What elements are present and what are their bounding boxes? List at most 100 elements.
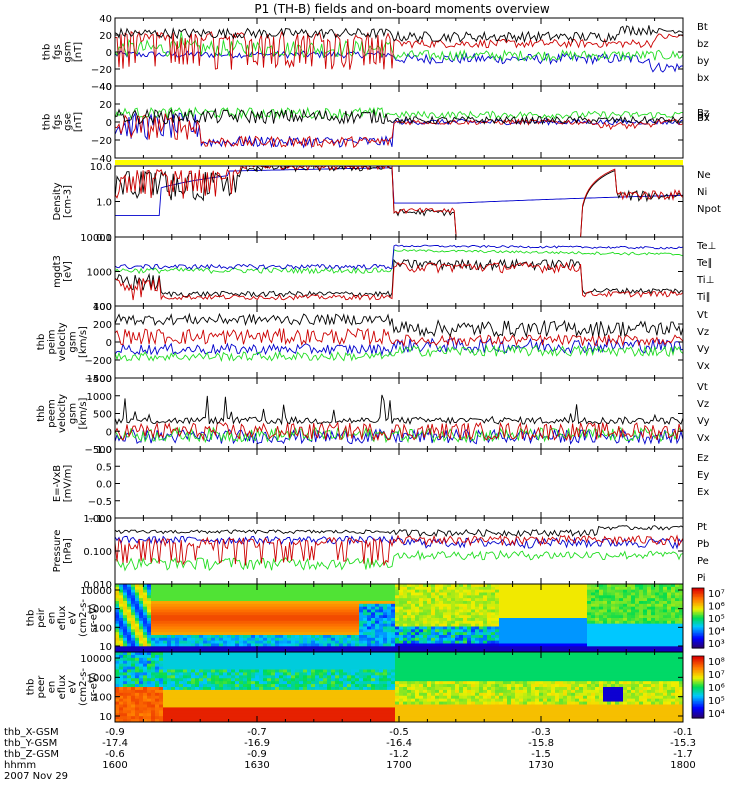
colorbar-peer_eflux: 10⁸ 10⁷ 10⁶ 10⁵ 10⁴	[691, 655, 725, 720]
series-temp-Te_perp	[115, 261, 683, 301]
series-peim-Vy	[115, 343, 683, 363]
legend-item: Pi	[697, 573, 706, 584]
y-axis-label: thbpeirenefluxeV(cm2-s-sr-eV)	[26, 599, 100, 637]
colorbar-tick: 10⁷	[708, 670, 725, 681]
y-tick-label: 100	[93, 693, 112, 704]
x-tick-value: -1.7	[673, 749, 693, 760]
legend-fgs: Bt bz by bx	[697, 22, 709, 84]
y-tick-label: 1500	[87, 374, 112, 385]
y-tick-label: 40	[99, 14, 112, 25]
series-peim-Vt	[115, 312, 683, 339]
y-tick-label: −500	[85, 445, 112, 456]
x-tick-value: -0.3	[531, 727, 551, 738]
y-axis-label: mgdt3[eV]	[52, 255, 74, 288]
x-tick-value: -15.3	[670, 738, 696, 749]
y-tick-label: 10	[99, 642, 112, 653]
series-fgs-Bt	[115, 25, 683, 44]
y-tick-label: 20	[99, 31, 112, 42]
legend-item: Te⊥	[696, 241, 716, 252]
colorbar-tick: 10⁴	[708, 627, 725, 638]
x-row-label: thb_Y-GSM	[4, 738, 57, 749]
legend-item: Vy	[697, 344, 710, 355]
legend-item: Vz	[697, 399, 709, 410]
y-label-line: [km/s]	[78, 326, 89, 358]
x-tick-value: 1700	[386, 760, 411, 771]
colorbar-tick: 10⁶	[708, 602, 725, 613]
y-label-line: mgdt3	[52, 255, 63, 288]
series-group-pressure	[115, 525, 683, 572]
legend-item: Vt	[697, 310, 708, 321]
y-tick-label: −400	[85, 374, 112, 385]
y-label-line: thb	[41, 114, 52, 131]
date-label: 2007 Nov 29	[4, 771, 68, 782]
x-tick-value: -0.9	[105, 727, 125, 738]
y-axis-label: Pressure[nPa]	[52, 530, 74, 573]
panel-efield: 1.0 0.5 0.0 −0.5 −1.0 E=-VxB[mV/m] Ez Ey Ex	[52, 445, 710, 525]
legend-item: Vy	[697, 416, 710, 427]
colorbar-tick: 10³	[708, 639, 725, 650]
y-label-line: [mV/m]	[62, 465, 73, 503]
y-tick-label: 0.5	[96, 462, 112, 473]
x-tick-value: 1730	[528, 760, 553, 771]
series-fgs_gse-By	[115, 106, 683, 120]
y-tick-label: 0	[106, 118, 112, 129]
y-label-line: thb	[26, 610, 37, 627]
y-label-line: eflux	[57, 606, 68, 631]
legend-item: By	[697, 111, 710, 122]
y-label-line: gsm	[62, 41, 73, 62]
series-temp-Te_par	[115, 258, 683, 298]
y-label-line: en	[47, 681, 58, 694]
legend-item: bz	[697, 39, 709, 50]
y-label-line: [eV]	[62, 261, 73, 282]
series-peem-Vy	[115, 426, 683, 444]
legend-peim: Vt Vz Vy Vx	[697, 310, 710, 372]
y-label-line: peir	[36, 607, 47, 627]
y-tick-label: 20	[99, 100, 112, 111]
series-group-fgs_gse	[115, 106, 683, 149]
series-group-peim	[115, 312, 683, 363]
colorbar-tick: 10⁶	[708, 683, 725, 694]
y-label-line: sr-eV)	[89, 603, 100, 632]
y-label-line: thb	[36, 405, 47, 422]
y-axis-label: thbfgsgse[nT]	[41, 112, 84, 132]
panel-pressure: 1.000 0.100 0.010 Pressure[nPa] Pt Pb Pe Pi	[52, 514, 710, 591]
y-axis-label: E=-VxB[mV/m]	[52, 465, 74, 503]
y-tick-label: −20	[91, 136, 112, 147]
colorbar-tick: 10⁴	[708, 709, 725, 720]
figure-title: P1 (TH-B) fields and on-board moments ov…	[254, 2, 550, 16]
y-tick-label: −40	[91, 82, 112, 93]
legend-item: Pe	[697, 556, 709, 567]
legend-item: Ti⊥	[696, 275, 714, 286]
y-tick-label: 1000	[87, 392, 112, 403]
y-label-line: [nT]	[73, 112, 84, 132]
y-label-line: thb	[26, 679, 37, 696]
y-tick-label: −20	[91, 65, 112, 76]
legend-item: Bx	[697, 113, 710, 124]
y-label-line: thb	[41, 44, 52, 61]
x-tick-value: -17.4	[102, 738, 128, 749]
series-fgs-by	[115, 31, 683, 62]
y-axis-label: thbpeerenefluxeV(cm2-s-sr-eV)	[26, 668, 100, 706]
x-tick-value: -0.1	[673, 727, 693, 738]
x-tick-value: -15.8	[528, 738, 554, 749]
y-label-line: (cm2-s-	[78, 599, 89, 637]
y-tick-label: 0.1	[96, 233, 112, 244]
y-tick-label: 0.0	[96, 480, 112, 491]
x-tick-value: -0.9	[247, 749, 267, 760]
y-tick-label: −200	[85, 356, 112, 367]
y-label-line: [cm-3]	[62, 185, 73, 218]
y-tick-label: 100	[93, 623, 112, 634]
panel-temp: 10000 1000 100 mgdt3[eV] Te⊥ Te∥ Ti⊥ Ti∥	[52, 233, 717, 313]
x-row-label: thb_X-GSM	[4, 727, 59, 738]
legend-peem: Vt Vz Vy Vx	[697, 382, 710, 444]
y-tick-label: 1.0	[96, 198, 112, 209]
y-label-line: fgs	[52, 114, 63, 129]
y-tick-label: 0	[106, 338, 112, 349]
x-row-label: hhmm	[4, 760, 36, 771]
y-label-line: Pressure	[52, 530, 63, 573]
y-axis-label: thbpeemvelocitygsm[km/s]	[36, 394, 89, 433]
y-tick-label: 1.000	[83, 514, 112, 525]
